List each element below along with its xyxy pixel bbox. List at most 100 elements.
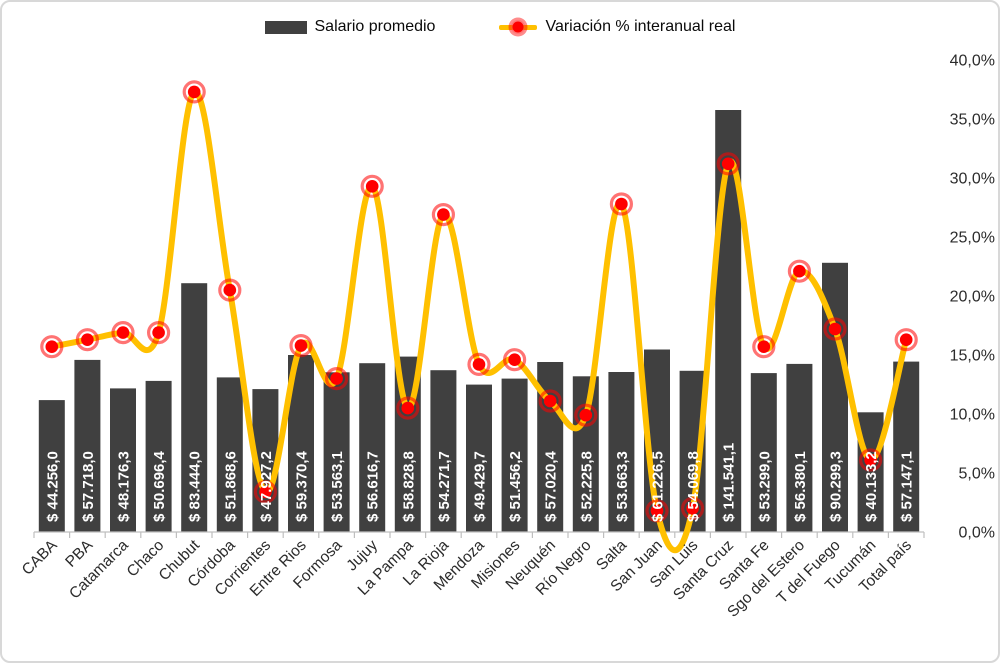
line-marker-ring-0 bbox=[40, 335, 64, 359]
bar-value-label-8: $ 53.563,1 bbox=[329, 451, 346, 522]
y-axis-label-5: 25,0% bbox=[950, 230, 995, 247]
line-marker-15 bbox=[579, 408, 593, 422]
line-marker-11 bbox=[437, 208, 450, 221]
line-marker-ring-19 bbox=[716, 152, 740, 176]
line-marker-ring-3 bbox=[147, 321, 171, 345]
bar-value-label-1: $ 57.718,0 bbox=[80, 451, 97, 522]
line-marker-12 bbox=[472, 358, 486, 371]
line-marker-5 bbox=[223, 283, 237, 297]
legend-label-variacion: Variación % interanual real bbox=[545, 18, 736, 35]
line-marker-3 bbox=[152, 326, 165, 339]
bar-20 bbox=[750, 373, 777, 532]
line-marker-1 bbox=[81, 333, 94, 347]
bar-16 bbox=[608, 372, 635, 532]
bar-value-label-23: $ 40.133,2 bbox=[863, 451, 880, 522]
line-series-swatch-icon bbox=[499, 21, 538, 33]
legend-item-salario-promedio: Salario promedio bbox=[264, 18, 436, 36]
bar-4 bbox=[181, 283, 208, 532]
line-marker-ring-16 bbox=[609, 192, 634, 216]
line-marker-4 bbox=[187, 85, 201, 99]
y-axis-label-8: 40,0% bbox=[950, 53, 995, 70]
bar-value-label-18: $ 54.069,8 bbox=[685, 451, 702, 522]
line-marker-ring-6 bbox=[253, 480, 277, 504]
variation-line bbox=[48, 88, 910, 554]
bar-value-label-12: $ 49.429,7 bbox=[472, 451, 489, 522]
bar-11 bbox=[430, 370, 457, 532]
bar-15 bbox=[572, 376, 599, 532]
bar-value-label-17: $ 61.226,5 bbox=[650, 451, 667, 522]
bar-value-label-4: $ 83.444,0 bbox=[187, 451, 204, 522]
line-marker-7 bbox=[294, 339, 308, 352]
y-axis-label-7: 35,0% bbox=[950, 112, 995, 129]
bar-value-label-10: $ 58.828,8 bbox=[400, 451, 417, 522]
line-marker-ring-11 bbox=[431, 203, 455, 227]
line-marker-9 bbox=[365, 180, 379, 193]
bar-value-label-16: $ 53.663,3 bbox=[614, 451, 631, 522]
line-marker-ring-12 bbox=[467, 352, 491, 376]
y-axis-label-3: 15,0% bbox=[950, 348, 995, 365]
bar-value-label-11: $ 54.271,7 bbox=[436, 451, 453, 522]
bar-1 bbox=[74, 359, 101, 532]
legend-label-salario: Salario promedio bbox=[314, 18, 436, 35]
bar-12 bbox=[466, 384, 492, 532]
bar-3 bbox=[145, 380, 172, 532]
line-marker-icon bbox=[512, 21, 524, 33]
legend-item-variacion: Variación % interanual real bbox=[499, 18, 735, 36]
line-marker-10 bbox=[401, 401, 415, 415]
line-marker-ring-24 bbox=[894, 328, 918, 352]
line-marker-ring-9 bbox=[360, 174, 384, 198]
line-marker-8 bbox=[330, 372, 343, 385]
line-marker-2 bbox=[116, 326, 130, 339]
bar-value-label-3: $ 50.696,4 bbox=[151, 450, 168, 522]
line-marker-0 bbox=[45, 340, 59, 354]
line-marker-ring-20 bbox=[752, 335, 776, 359]
line-marker-24 bbox=[899, 333, 913, 347]
bar-value-label-2: $ 48.176,3 bbox=[116, 451, 133, 522]
line-marker-ring-10 bbox=[396, 396, 420, 420]
bar-2 bbox=[110, 388, 136, 532]
line-marker-ring-14 bbox=[538, 389, 562, 413]
bar-21 bbox=[786, 363, 813, 532]
bar-value-label-15: $ 52.225,8 bbox=[578, 451, 595, 522]
bar-value-label-22: $ 90.299,3 bbox=[828, 451, 845, 522]
line-marker-13 bbox=[508, 353, 521, 367]
bar-9 bbox=[359, 363, 386, 532]
y-axis-label-6: 30,0% bbox=[950, 171, 995, 188]
line-marker-22 bbox=[828, 322, 842, 336]
line-marker-ring-1 bbox=[75, 328, 100, 352]
bar-13 bbox=[501, 378, 528, 532]
chart-legend: Salario promedio Variación % interanual … bbox=[2, 18, 998, 36]
line-marker-ring-23 bbox=[858, 448, 883, 472]
line-marker-6 bbox=[259, 485, 272, 499]
line-marker-ring-21 bbox=[787, 259, 812, 283]
bar-value-label-20: $ 53.299,0 bbox=[756, 451, 773, 522]
line-marker-20 bbox=[757, 340, 771, 354]
x-axis-label-0: CABA bbox=[19, 536, 61, 578]
line-marker-ring-2 bbox=[111, 321, 135, 345]
line-marker-ring-15 bbox=[574, 403, 598, 427]
bar-value-label-13: $ 51.456,2 bbox=[507, 451, 524, 522]
y-axis-label-1: 5,0% bbox=[959, 466, 995, 483]
y-axis-label-2: 10,0% bbox=[950, 407, 995, 424]
line-marker-14 bbox=[543, 394, 557, 408]
bar-series-swatch-icon bbox=[264, 20, 307, 34]
bar-value-label-6: $ 47.927,2 bbox=[258, 451, 275, 522]
line-marker-18 bbox=[686, 502, 699, 515]
line-marker-ring-17 bbox=[645, 499, 669, 523]
line-marker-ring-18 bbox=[680, 496, 705, 520]
line-marker-23 bbox=[864, 453, 877, 467]
line-marker-ring-8 bbox=[325, 367, 349, 391]
y-axis-label-4: 20,0% bbox=[950, 289, 995, 306]
bar-value-label-14: $ 57.020,4 bbox=[543, 450, 560, 522]
line-marker-17 bbox=[650, 504, 664, 518]
line-marker-ring-22 bbox=[823, 317, 847, 341]
line-marker-21 bbox=[793, 264, 806, 278]
bar-value-label-7: $ 59.370,4 bbox=[294, 450, 311, 522]
bar-value-label-24: $ 57.147,1 bbox=[899, 451, 916, 522]
bar-value-label-9: $ 56.616,7 bbox=[365, 451, 382, 522]
bar-value-label-0: $ 44.256,0 bbox=[44, 451, 61, 522]
line-marker-ring-5 bbox=[218, 278, 242, 302]
line-marker-ring-4 bbox=[182, 80, 206, 104]
